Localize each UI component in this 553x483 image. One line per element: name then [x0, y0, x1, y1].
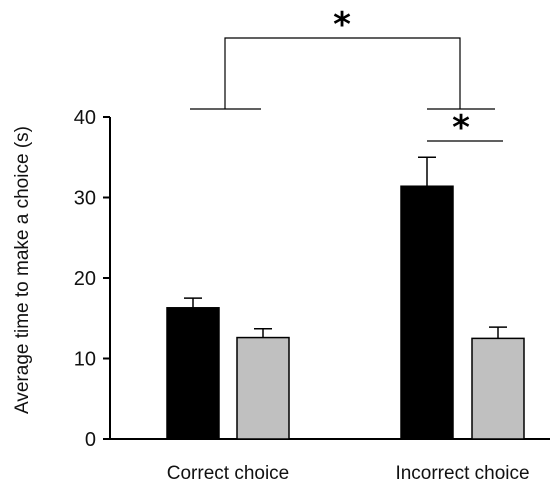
y-tick-label: 20 — [74, 268, 96, 290]
y-tick-label: 40 — [74, 107, 96, 129]
y-tick-label: 10 — [74, 349, 96, 371]
bar — [400, 185, 454, 440]
y-tick-label: 0 — [85, 429, 96, 451]
bar — [236, 336, 290, 440]
y-tick-label: 30 — [74, 188, 96, 210]
bar — [471, 337, 525, 440]
x-category-label: Incorrect choice — [395, 463, 529, 483]
y-axis-title: Average time to make a choice (s) — [12, 126, 33, 414]
bar — [166, 307, 220, 440]
bracket-outer — [224, 37, 461, 109]
significance-annotations: ** — [190, 5, 503, 148]
x-category-label: Correct choice — [167, 463, 290, 483]
significance-star: * — [333, 5, 351, 45]
significance-star: * — [452, 108, 470, 148]
bars — [166, 156, 525, 440]
axes: 0 10 20 30 40 Correct choice Incorrect choice — [74, 107, 550, 483]
